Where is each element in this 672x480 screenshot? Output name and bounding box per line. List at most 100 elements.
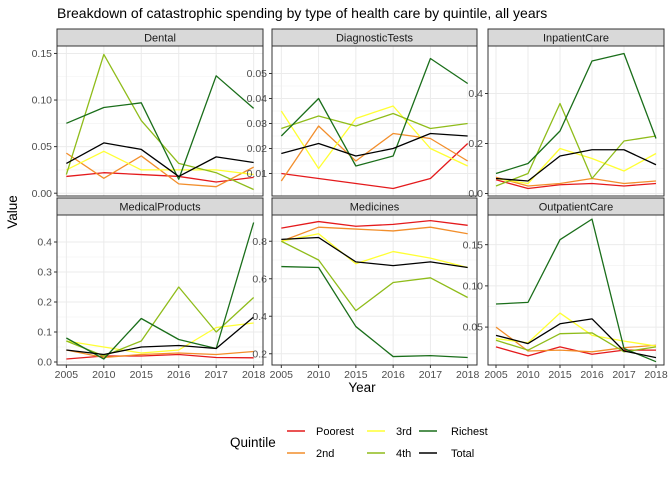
x-tick-label: 2016 bbox=[167, 369, 191, 381]
panel-diagnostictests: DiagnosticTests 0.01 0.02 0.03 0.04 0.05 bbox=[247, 28, 478, 197]
y-tick-label: 0.2 bbox=[468, 138, 483, 150]
y-tick-label: 0.02 bbox=[247, 143, 268, 155]
panel-border bbox=[56, 45, 264, 197]
x-tick-label: 2015 bbox=[548, 369, 572, 381]
panel-background bbox=[488, 215, 664, 365]
y-tick-label: 0.4 bbox=[37, 237, 52, 249]
legend-label: Total bbox=[451, 448, 474, 460]
panel-strip-label: InpatientCare bbox=[543, 33, 609, 45]
y-tick-label: 0.01 bbox=[247, 168, 268, 180]
y-tick-label: 0.0 bbox=[468, 188, 483, 200]
y-axis-title: Value bbox=[5, 195, 20, 229]
y-tick-label: 0.4 bbox=[468, 88, 483, 100]
legend-label: 4th bbox=[396, 448, 411, 460]
y-tick-label: 0.10 bbox=[32, 95, 53, 107]
series-line-2nd bbox=[495, 176, 657, 187]
panel-border bbox=[487, 214, 665, 366]
legend-label: Poorest bbox=[316, 426, 354, 438]
x-tick-label: 2015 bbox=[344, 369, 368, 381]
panel-strip-label: Medicines bbox=[350, 202, 400, 214]
series-line-poorest bbox=[495, 179, 657, 190]
x-tick-label: 2005 bbox=[484, 369, 508, 381]
chart-panels: Dental 0.00 0.05 0.10 0.15 DiagnosticTests 0.0… bbox=[32, 28, 668, 381]
panel-background bbox=[57, 46, 263, 196]
series-line-total bbox=[495, 149, 657, 182]
legend-item-4th: 4th bbox=[367, 448, 411, 460]
y-tick-label: 0.05 bbox=[247, 68, 268, 80]
series-line-richest bbox=[495, 218, 657, 363]
panel-border bbox=[56, 214, 264, 366]
x-tick-label: 2017 bbox=[612, 369, 636, 381]
panel-dental: Dental 0.00 0.05 0.10 0.15 bbox=[32, 28, 264, 200]
x-tick-label: 2010 bbox=[92, 369, 116, 381]
panel-background bbox=[57, 215, 263, 365]
legend-label: Richest bbox=[451, 426, 488, 438]
series-line-total bbox=[281, 132, 468, 157]
series-line-richest bbox=[280, 57, 469, 167]
panel-strip-label: DiagnosticTests bbox=[336, 33, 414, 45]
panel-strip-label: OutpatientCare bbox=[539, 202, 614, 214]
series-line-richest bbox=[66, 222, 255, 360]
y-tick-label: 0.1 bbox=[37, 327, 52, 339]
y-tick-label: 0.05 bbox=[463, 322, 484, 334]
panel-background bbox=[488, 46, 664, 196]
series-line-4th bbox=[281, 112, 468, 130]
y-tick-label: 0.2 bbox=[252, 348, 267, 360]
y-tick-label: 0.15 bbox=[32, 48, 53, 60]
x-tick-label: 2005 bbox=[270, 369, 294, 381]
panel-medicalproducts: MedicalProducts 0.0 0.1 0.2 0.3 0.4 2005 2010 20… bbox=[37, 197, 265, 381]
x-axis-title: Year bbox=[348, 380, 376, 395]
y-tick-label: 0.6 bbox=[252, 273, 267, 285]
series-line-4th bbox=[495, 102, 657, 187]
x-tick-label: 2016 bbox=[580, 369, 604, 381]
y-tick-label: 0.15 bbox=[463, 239, 484, 251]
y-tick-label: 0.03 bbox=[247, 118, 268, 130]
legend-item-richest: Richest bbox=[419, 426, 488, 438]
legend: Quintile Poorest 2nd 3rd 4th Richest Total bbox=[230, 426, 488, 460]
y-tick-label: 0.3 bbox=[37, 267, 52, 279]
series-line-total bbox=[66, 142, 254, 178]
x-tick-label: 2015 bbox=[130, 369, 154, 381]
x-tick-label: 2005 bbox=[55, 369, 79, 381]
panel-medicines: Medicines 0.2 0.4 0.6 0.8 2005 2010 2015 2016 201… bbox=[252, 197, 480, 381]
legend-item-total: Total bbox=[419, 448, 474, 460]
y-tick-label: 0.2 bbox=[37, 297, 52, 309]
x-tick-label: 2010 bbox=[307, 369, 331, 381]
panel-inpatientcare: InpatientCare 0.0 0.2 0.4 bbox=[468, 28, 665, 200]
panel-border bbox=[271, 45, 478, 197]
legend-item-poorest: Poorest bbox=[287, 426, 354, 438]
series-line-richest bbox=[281, 265, 468, 359]
series-line-3rd bbox=[66, 150, 254, 176]
y-tick-label: 0.00 bbox=[32, 188, 53, 200]
y-tick-label: 0.8 bbox=[252, 236, 267, 248]
x-tick-label: 2017 bbox=[419, 369, 443, 381]
series-line-total bbox=[281, 236, 468, 269]
x-tick-label: 2017 bbox=[205, 369, 229, 381]
legend-label: 2nd bbox=[316, 448, 334, 460]
y-tick-label: 0.0 bbox=[37, 357, 52, 369]
series-line-3rd bbox=[280, 105, 468, 170]
series-line-2nd bbox=[281, 226, 468, 242]
y-tick-label: 0.04 bbox=[247, 93, 268, 105]
series-line-poorest bbox=[281, 219, 468, 229]
series-line-richest bbox=[495, 52, 657, 175]
y-tick-label: 0.4 bbox=[252, 311, 267, 323]
x-tick-label: 2018 bbox=[456, 369, 480, 381]
panel-outpatientcare: OutpatientCare 0.05 0.10 0.15 2005 2010 2015 20… bbox=[463, 197, 668, 381]
x-tick-label: 2010 bbox=[516, 369, 540, 381]
panel-background bbox=[272, 46, 477, 196]
series-line-richest bbox=[66, 75, 255, 180]
legend-title: Quintile bbox=[230, 435, 276, 450]
panel-strip-label: Dental bbox=[144, 33, 176, 45]
series-line-total bbox=[66, 316, 255, 356]
panel-background bbox=[272, 215, 477, 365]
x-tick-label: 2016 bbox=[381, 369, 405, 381]
series-line-poorest bbox=[281, 143, 469, 190]
series-line-2nd bbox=[66, 349, 254, 359]
legend-item-3rd: 3rd bbox=[367, 426, 412, 438]
x-tick-label: 2018 bbox=[644, 369, 668, 381]
series-line-4th bbox=[281, 240, 468, 312]
series-line-2nd bbox=[495, 326, 657, 353]
series-line-3rd bbox=[281, 233, 468, 269]
